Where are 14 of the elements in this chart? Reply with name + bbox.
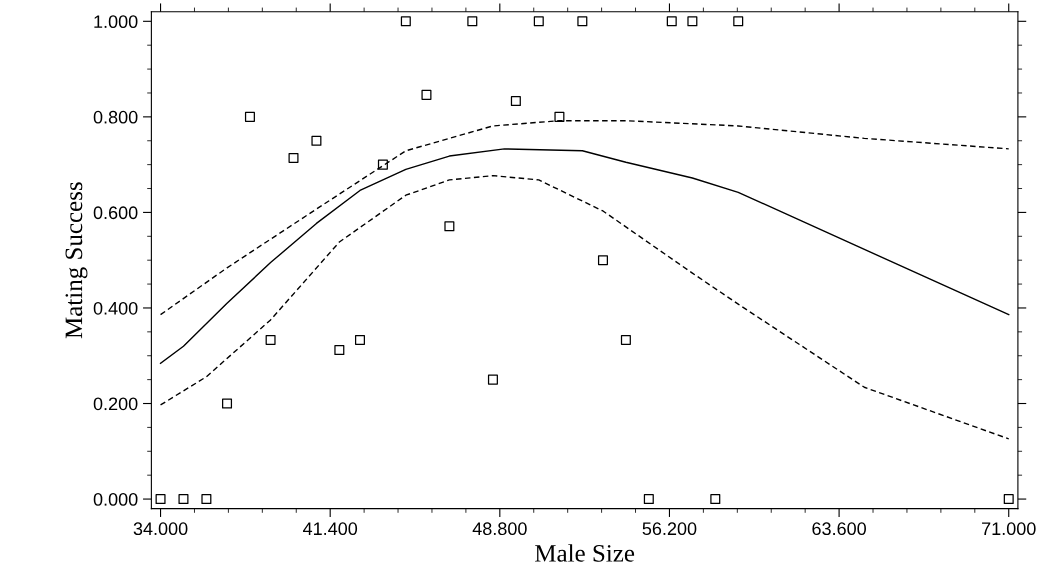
x-tick-label: 41.400	[302, 522, 358, 536]
y-tick-label: 0.400	[93, 301, 138, 315]
y-tick-label: 0.000	[93, 493, 138, 506]
x-axis-title: Male Size	[535, 544, 635, 562]
x-tick-label: 71.000	[982, 522, 1036, 536]
y-tick-label: 0.600	[93, 206, 138, 220]
y-tick-label: 1.000	[94, 15, 138, 29]
x-tick-label: 63.600	[812, 522, 866, 536]
x-tick-label: 34.000	[133, 522, 188, 536]
y-tick-label: 0.200	[93, 397, 138, 411]
y-axis-title: Mating Success	[65, 182, 88, 339]
x-tick-label: 56.200	[642, 522, 697, 536]
y-tick-label: 0.800	[93, 110, 138, 124]
x-tick-label: 48.800	[472, 522, 527, 536]
